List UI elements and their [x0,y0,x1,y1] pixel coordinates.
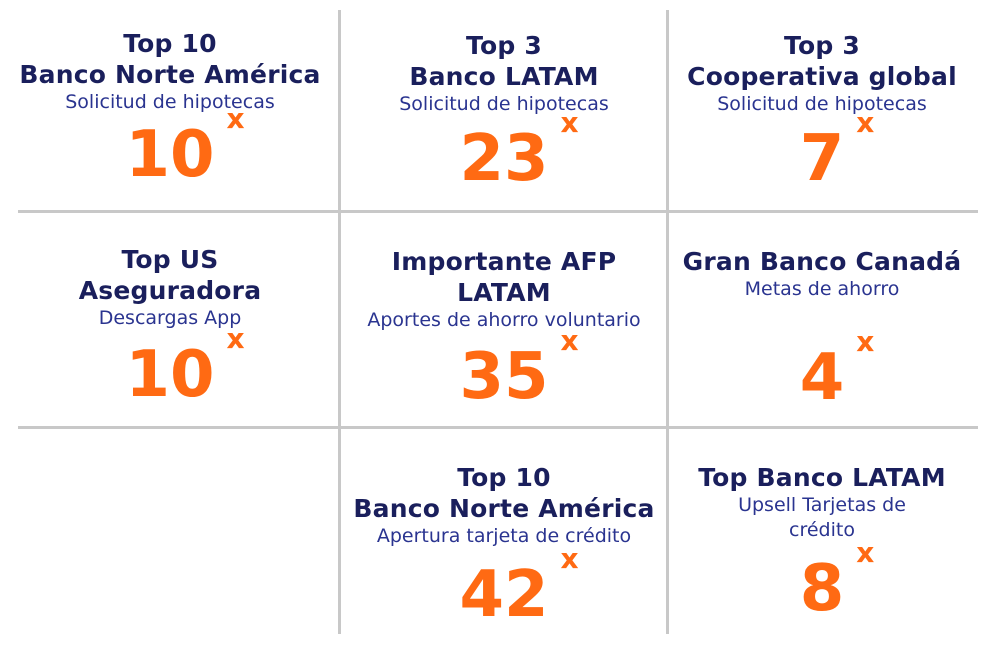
multiplier-value: 4 [799,341,845,415]
card-title: Top Banco LATAM [698,463,946,492]
multiplier-suffix: x [856,106,875,139]
card-title: Top 3 [784,31,860,60]
card-title-line2: Banco Norte América [353,494,655,523]
multiplier-value: 7 [799,122,845,196]
multiplier-suffix: x [226,322,245,355]
card-subtitle-line2: crédito [789,519,855,541]
multiplier-suffix: x [560,106,579,139]
multiplier-value: 35 [459,340,549,414]
multiplier-suffix: x [560,324,579,357]
multiplier-value: 10 [125,338,215,412]
stat-card: Top 3 Cooperativa global Solicitud de hi… [668,30,976,191]
multiplier-suffix: x [856,536,875,569]
grid-vertical-divider-1 [338,10,341,634]
card-multiplier: 42 x [459,545,578,628]
card-multiplier: 23 x [459,109,578,192]
card-subtitle: Solicitud de hipotecas [399,93,609,115]
multiplier-value: 10 [125,118,215,192]
stat-card: Top Banco LATAM Upsell Tarjetas de crédi… [668,462,976,621]
card-title-line2: Banco LATAM [409,62,599,91]
card-subtitle: Descargas App [98,307,242,329]
card-subtitle: Apertura tarjeta de crédito [376,525,632,547]
card-title-line2: Aseguradora [78,276,262,305]
multiplier-value: 42 [459,558,549,632]
card-title: Importante AFP [391,247,617,276]
card-subtitle: Upsell Tarjetas de [738,494,906,516]
multiplier-value: 23 [459,122,549,196]
grid-horizontal-divider-1 [18,210,978,213]
card-subtitle: Solicitud de hipotecas [65,91,275,113]
card-title: Top 10 [123,29,217,58]
stat-card: Top 3 Banco LATAM Solicitud de hipotecas… [340,30,668,191]
stat-card: Top 10 Banco Norte América Apertura tarj… [340,462,668,627]
grid-horizontal-divider-2 [18,426,978,429]
card-subtitle: Aportes de ahorro voluntario [367,309,641,331]
grid-vertical-divider-2 [666,10,669,634]
stat-card: Top US Aseguradora Descargas App 10 x [0,244,340,407]
card-subtitle: Metas de ahorro [744,278,900,300]
card-title-line2: LATAM [457,278,551,307]
card-multiplier: 10 x [125,325,244,408]
card-multiplier: 10 x [125,105,244,188]
multiplier-suffix: x [560,542,579,575]
card-title: Top US [121,245,219,274]
multiplier-suffix: x [856,325,875,358]
card-title: Top 3 [466,31,542,60]
card-title: Top 10 [457,463,551,492]
card-title-line2: Banco Norte América [19,60,321,89]
card-multiplier: 35 x [459,327,578,410]
stat-card: Importante AFP LATAM Aportes de ahorro v… [340,246,668,409]
card-title: Gran Banco Canadá [682,247,962,276]
card-title-line2: Cooperativa global [687,62,957,91]
card-subtitle: Solicitud de hipotecas [717,93,927,115]
multiplier-suffix: x [226,102,245,135]
stat-card: Top 10 Banco Norte América Solicitud de … [0,28,340,187]
multiplier-value: 8 [799,552,845,626]
